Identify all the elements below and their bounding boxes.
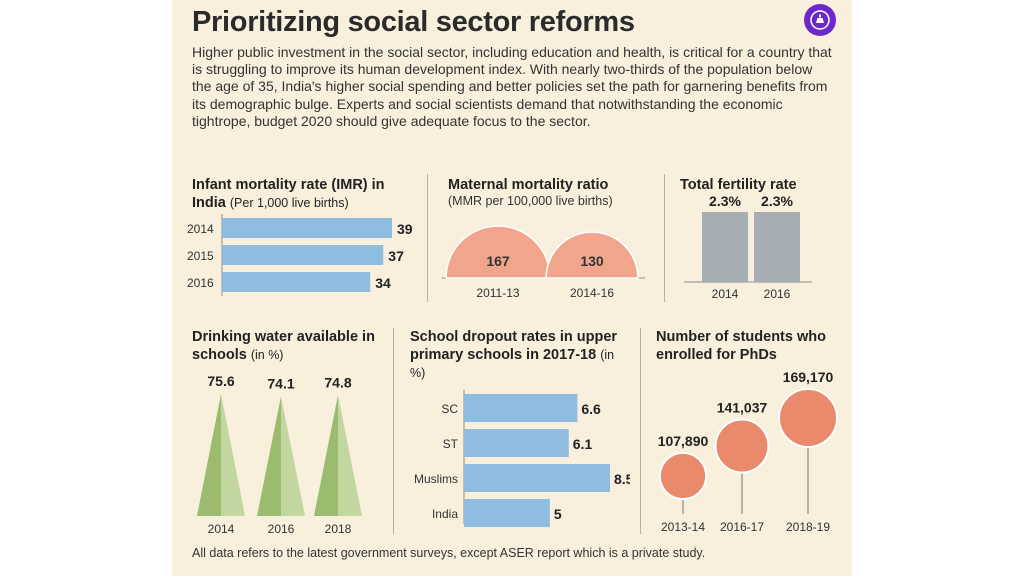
water-triangle-left (197, 394, 221, 516)
phd-value-label: 169,170 (783, 369, 834, 385)
dropout-value-label: 5 (554, 506, 562, 522)
water-triangle-right (281, 396, 305, 516)
water-triangle-left (314, 395, 338, 516)
divider (664, 174, 665, 302)
mmr-semicircle (445, 225, 551, 279)
tfr-chart: 2.3% 2014 2.3% 2016 (684, 196, 812, 301)
imr-year-label: 2016 (187, 276, 214, 290)
mmr-unit: (MMR per 100,000 live births) (448, 194, 613, 208)
phd-year-label: 2013-14 (661, 520, 705, 534)
mmr-title: Maternal mortality ratio (448, 177, 609, 193)
mmr-period-label: 2014-16 (570, 286, 614, 300)
dropout-bar (464, 394, 578, 422)
imr-bar (222, 245, 384, 265)
imr-title: Infant mortality rate (IMR) in India (Pe… (192, 177, 385, 211)
phd-value-label: 141,037 (717, 400, 768, 416)
phd-bubble (778, 388, 838, 448)
water-chart: 75.6 2014 74.1 2016 74.8 2018 (197, 373, 362, 536)
dropout-title: School dropout rates in upper primary sc… (410, 329, 618, 380)
divider (393, 328, 394, 534)
phd-value-label: 107,890 (658, 433, 709, 449)
phd-bubble (658, 451, 708, 501)
mmr-value-label: 167 (486, 253, 510, 269)
tfr-bar (702, 212, 748, 282)
tfr-value-label: 2.3% (709, 196, 741, 209)
imr-unit: (Per 1,000 live births) (229, 196, 349, 210)
lamp-icon (810, 10, 830, 30)
footer-note: All data refers to the latest government… (192, 546, 706, 560)
water-year-label: 2016 (268, 522, 295, 536)
tfr-year-label: 2014 (712, 287, 739, 301)
dropout-bar (464, 464, 610, 492)
page-title: Prioritizing social sector reforms (192, 6, 635, 38)
dropout-bar (464, 429, 569, 457)
water-year-label: 2018 (325, 522, 352, 536)
dropout-category-label: SC (441, 402, 458, 416)
water-value-label: 74.1 (267, 375, 294, 391)
water-triangle-right (338, 395, 362, 516)
mmr-period-label: 2011-13 (476, 286, 519, 300)
mmr-semicircle (545, 231, 639, 279)
dropout-category-label: Muslims (414, 472, 458, 486)
imr-year-label: 2014 (187, 222, 214, 236)
intro-paragraph: Higher public investment in the social s… (192, 44, 832, 129)
dropout-value-label: 6.6 (581, 401, 601, 417)
mmr-chart: 167 2011-13 130 2014-16 (442, 225, 645, 300)
dropout-unit: (in %) (410, 348, 615, 380)
dropout-category-label: India (432, 507, 458, 521)
dropout-chart: SC 6.6 ST 6.1 Muslims 8.5 India 5 (414, 390, 630, 527)
divider (427, 174, 428, 302)
dropout-value-label: 8.5 (614, 471, 630, 487)
water-value-label: 75.6 (207, 373, 234, 389)
water-value-label: 74.8 (324, 374, 351, 390)
water-triangle-left (257, 396, 281, 516)
dropout-category-label: ST (443, 437, 459, 451)
water-triangle-right (221, 394, 245, 516)
phd-chart: 107,890 2013-14 141,037 2016-17 169,170 2018-… (658, 369, 838, 534)
divider (640, 328, 641, 534)
tfr-bar (754, 212, 800, 282)
imr-value-label: 39 (397, 221, 413, 237)
phd-title: Number of students who enrolled for PhDs (656, 329, 826, 363)
imr-value-label: 34 (375, 275, 391, 291)
dropout-value-label: 6.1 (573, 436, 593, 452)
imr-year-label: 2015 (187, 249, 214, 263)
mmr-value-label: 130 (580, 253, 604, 269)
publication-logo (804, 4, 836, 36)
phd-bubble (714, 418, 770, 474)
water-unit: (in %) (250, 348, 284, 362)
water-year-label: 2014 (208, 522, 235, 536)
imr-bar (222, 272, 371, 292)
tfr-title: Total fertility rate (680, 177, 797, 193)
phd-year-label: 2016-17 (720, 520, 764, 534)
imr-chart: 2014 39 2015 37 2016 34 (187, 214, 413, 296)
water-title: Drinking water available in schools (in … (192, 329, 375, 363)
imr-value-label: 37 (388, 248, 404, 264)
imr-bar (222, 218, 392, 238)
tfr-year-label: 2016 (764, 287, 791, 301)
dropout-bar (464, 499, 550, 527)
phd-year-label: 2018-19 (786, 520, 830, 534)
tfr-value-label: 2.3% (761, 196, 793, 209)
